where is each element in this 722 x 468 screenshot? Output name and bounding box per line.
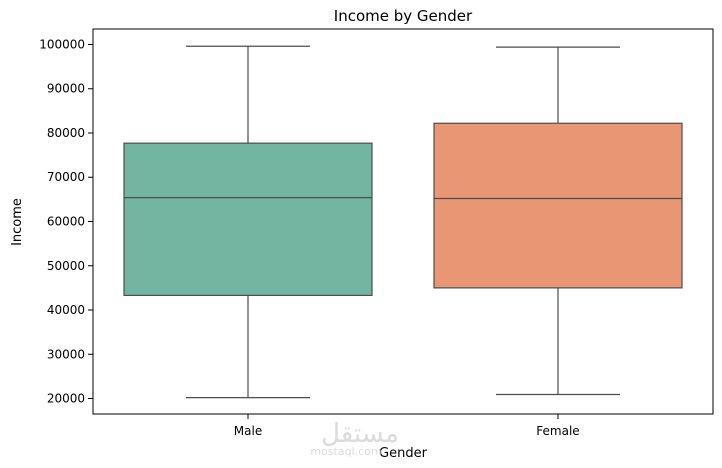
plot-area [123,45,683,399]
x-tick-label-female: Female [536,424,579,438]
x-axis-ticks: Male Female [234,414,580,438]
x-axis-title: Gender [379,446,428,461]
y-tick-label: 40000 [47,303,85,317]
y-tick-label: 100000 [39,37,85,51]
y-tick-label: 70000 [47,170,85,184]
iqr-box [123,142,373,297]
y-axis-title: Income [10,198,25,246]
iqr-box [433,122,683,289]
y-tick-label: 50000 [47,259,85,273]
y-tick-label: 90000 [47,82,85,96]
watermark-arabic: مستقل [321,419,399,449]
y-tick-label: 20000 [47,392,85,406]
box-group-male [123,45,373,399]
y-axis-ticks: 20000 30000 40000 50000 60000 70000 80000 90000… [39,37,93,406]
watermark-latin: mostaql.com [310,445,381,458]
watermark-logo: مستقل mostaql.com [310,419,399,458]
chart-title: Income by Gender [334,7,473,25]
box-group-female [433,46,683,396]
y-tick-label: 60000 [47,215,85,229]
y-tick-label: 30000 [47,347,85,361]
x-tick-label-male: Male [234,424,262,438]
y-tick-label: 80000 [47,126,85,140]
